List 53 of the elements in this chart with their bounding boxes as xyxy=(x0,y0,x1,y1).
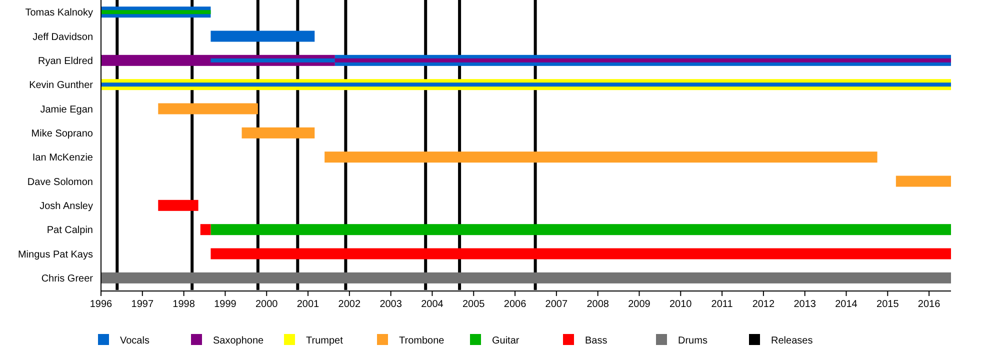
legend-label: Drums xyxy=(678,336,708,346)
x-tick-label: 2003 xyxy=(380,299,402,310)
y-tick-label: Kevin Gunther xyxy=(29,80,94,92)
x-tick-label: 2004 xyxy=(421,299,444,310)
x-tick-label: 2014 xyxy=(835,299,858,310)
y-tick-label: Chris Greer xyxy=(41,273,94,284)
bar xyxy=(210,30,315,42)
bar xyxy=(242,127,315,138)
x-tick-label: 2002 xyxy=(338,299,361,310)
y-tick-label: Mike Soprano xyxy=(31,128,94,140)
legend-label: Bass xyxy=(585,336,608,346)
x-tick-label: 2011 xyxy=(711,299,734,310)
bar xyxy=(210,58,335,62)
bar xyxy=(334,58,951,62)
bar xyxy=(158,200,198,211)
legend-label: Saxophone xyxy=(213,336,264,346)
y-tick-label: Ian McKenzie xyxy=(32,152,94,164)
x-tick-label: 1996 xyxy=(90,299,113,310)
y-tick-label: Tomas Kalnoky xyxy=(25,8,93,19)
x-tick-label: 2016 xyxy=(918,299,941,310)
legend-label: Trombone xyxy=(399,336,445,346)
legend-label: Guitar xyxy=(492,336,520,346)
y-tick-label: Dave Solomon xyxy=(27,176,93,188)
y-tick-label: Josh Ansley xyxy=(40,200,93,212)
y-tick-label: Mingus Pat Kays xyxy=(18,249,93,260)
x-tick-label: 1998 xyxy=(172,299,196,310)
legend-label: Releases xyxy=(771,336,813,346)
bar xyxy=(158,103,258,114)
x-tick-label: 2001 xyxy=(296,299,320,310)
x-tick-label: 1999 xyxy=(214,299,237,310)
y-tick-label: Pat Calpin xyxy=(46,225,93,236)
x-tick-label: 2010 xyxy=(670,299,692,310)
y-tick-label: Jeff Davidson xyxy=(32,32,93,43)
x-tick-label: 2008 xyxy=(586,299,610,310)
x-tick-label: 2007 xyxy=(545,299,568,310)
legend-label: Trumpet xyxy=(306,336,344,346)
x-tick-label: 2012 xyxy=(752,299,776,310)
x-tick-label: 2006 xyxy=(504,299,527,310)
x-tick-label: 2005 xyxy=(462,299,486,310)
x-tick-label: 2009 xyxy=(628,299,651,310)
x-tick-label: 2015 xyxy=(876,299,900,310)
bar xyxy=(324,152,878,163)
x-tick-label: 2013 xyxy=(794,299,816,310)
bar xyxy=(200,224,211,236)
legend-label: Vocals xyxy=(120,336,150,346)
x-tick-label: 1997 xyxy=(131,299,154,310)
x-tick-label: 2000 xyxy=(255,299,278,310)
bar xyxy=(210,248,951,260)
bar xyxy=(101,272,951,284)
y-tick-label: Jamie Egan xyxy=(40,104,93,116)
bar xyxy=(101,82,951,87)
bar xyxy=(896,176,951,187)
y-tick-label: Ryan Eldred xyxy=(38,56,93,67)
